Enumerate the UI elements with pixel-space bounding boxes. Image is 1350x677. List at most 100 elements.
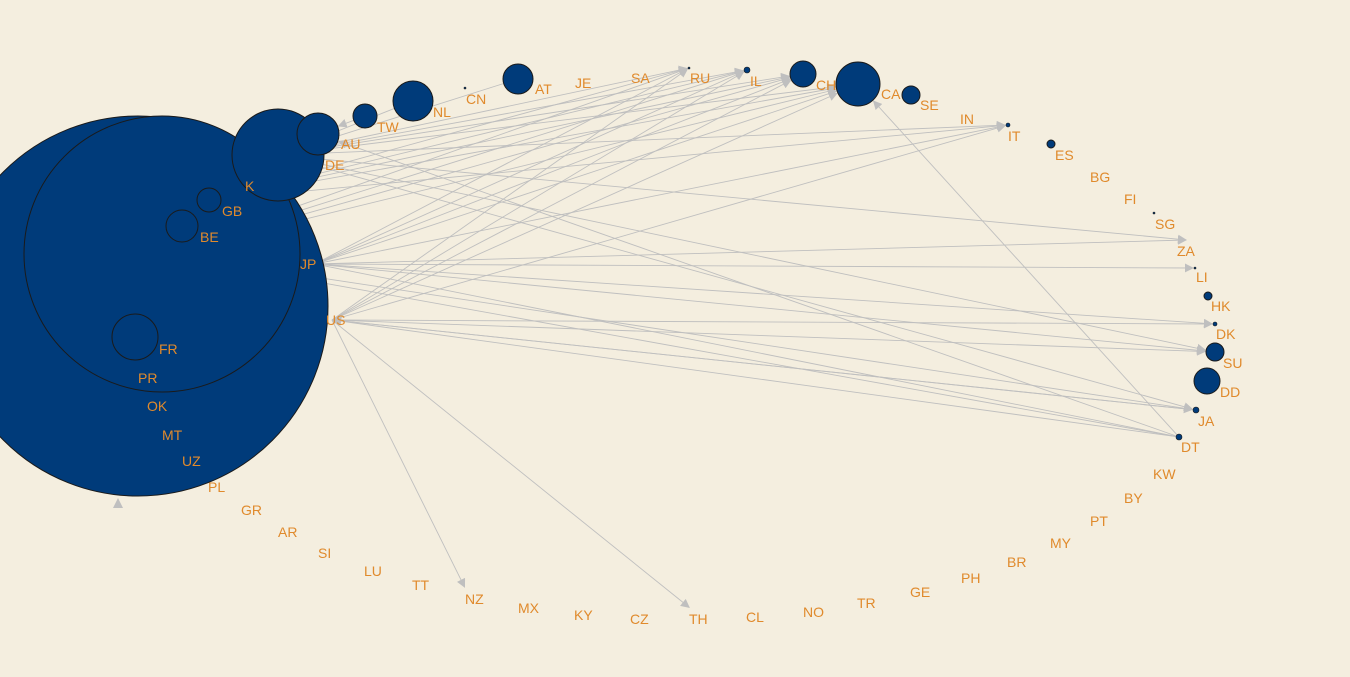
node-gb [196, 187, 222, 213]
node-label-lu: LU [364, 563, 382, 579]
edge-k-ca [295, 87, 837, 222]
node-il [743, 66, 751, 74]
node-label-sg: SG [1155, 216, 1175, 232]
node-label-k: K [245, 178, 255, 194]
edge-de-su [322, 164, 1207, 353]
edge-de-ch [323, 72, 791, 149]
node-label-ge: GE [910, 584, 930, 600]
edge-jp-ca [314, 89, 838, 265]
node-label-ph: PH [961, 570, 980, 586]
edge-k-ch [294, 75, 791, 218]
edge-ja-k [298, 271, 1194, 411]
edge-tw-au [337, 119, 354, 128]
node-k [23, 115, 301, 393]
node-ru [687, 66, 691, 70]
node-label-it: IT [1008, 128, 1021, 144]
node-label-pr: PR [138, 370, 157, 386]
edge-dt-k [297, 275, 1177, 437]
node-label-jp: JP [300, 256, 316, 272]
edge-jp-li [314, 263, 1194, 273]
node-dk [1212, 321, 1218, 327]
node-cn [463, 86, 467, 90]
node-label-cz: CZ [630, 611, 649, 627]
node-be [165, 209, 199, 243]
node-label-fr: FR [159, 341, 178, 357]
edge-us-ca [331, 92, 838, 321]
edge-jp-za [314, 235, 1187, 265]
node-label-za: ZA [1177, 243, 1196, 259]
edge-ja-us [332, 316, 1194, 411]
node-label-dt: DT [1181, 439, 1200, 455]
edge-k-ru [291, 67, 688, 209]
node-se [901, 85, 921, 105]
edge-k-il [293, 69, 745, 214]
node-label-ky: KY [574, 607, 593, 623]
node-ca [835, 61, 881, 107]
node-ja [1192, 406, 1200, 414]
node-label-tt: TT [412, 577, 430, 593]
node-label-bg: BG [1090, 169, 1110, 185]
node-label-pl: PL [208, 479, 225, 495]
node-label-si: SI [318, 545, 331, 561]
node-label-dd: DD [1220, 384, 1240, 400]
node-label-nl: NL [433, 104, 451, 120]
edge-dt-ca [872, 100, 1178, 436]
node-label-by: BY [1124, 490, 1143, 506]
edge-us-il [331, 71, 745, 321]
node-sg [1152, 211, 1156, 215]
edge-de-it [323, 120, 1006, 154]
node-ch [789, 60, 817, 88]
node-label-de: DE [325, 157, 344, 173]
node-label-my: MY [1050, 535, 1072, 551]
edge-arrowhead-ep [113, 498, 123, 508]
node-label-th: TH [689, 611, 708, 627]
node-label-gb: GB [222, 203, 242, 219]
node-label-ca: CA [881, 86, 901, 102]
node-label-cl: CL [746, 609, 764, 625]
node-label-sa: SA [631, 70, 650, 86]
edge-dt-jp [315, 261, 1177, 437]
edge-us-dk [331, 319, 1213, 329]
node-label-es: ES [1055, 147, 1074, 163]
node-label-nz: NZ [465, 591, 484, 607]
node-it [1005, 122, 1011, 128]
node-label-ch: CH [816, 77, 836, 93]
node-label-au: AU [341, 136, 360, 152]
node-fr [111, 313, 159, 361]
node-label-ru: RU [690, 70, 710, 86]
edge-us-nz [331, 319, 466, 588]
edge-gb-ca [220, 84, 837, 199]
node-li [1193, 266, 1197, 270]
edge-dt-us [332, 316, 1177, 438]
node-hk [1203, 291, 1213, 301]
node-dd [1193, 367, 1221, 395]
node-su [1205, 342, 1225, 362]
node-label-cn: CN [466, 91, 486, 107]
node-es [1046, 139, 1056, 149]
edge-dt-au [337, 139, 1177, 437]
node-label-uz: UZ [182, 453, 201, 469]
edge-de-ru [322, 65, 688, 146]
edge-de-ca [323, 83, 837, 150]
node-label-mt: MT [162, 427, 183, 443]
node-label-mx: MX [518, 600, 540, 616]
node-label-br: BR [1007, 554, 1026, 570]
node-label-hk: HK [1211, 298, 1231, 314]
node-label-tr: TR [857, 595, 876, 611]
edge-de-za [323, 158, 1187, 244]
edge-de-il [323, 67, 744, 148]
edge-jp-it [314, 122, 1006, 265]
node-label-ok: OK [147, 398, 168, 414]
node-label-se: SE [920, 97, 939, 113]
node-label-li: LI [1196, 269, 1208, 285]
node-label-us: US [326, 312, 345, 328]
node-nl [392, 80, 434, 122]
node-label-at: AT [535, 81, 552, 97]
node-au [296, 112, 340, 156]
node-label-fi: FI [1124, 191, 1136, 207]
edge-jp-il [314, 70, 745, 265]
node-label-su: SU [1223, 355, 1242, 371]
node-at [502, 63, 534, 95]
node-label-dk: DK [1216, 326, 1236, 342]
